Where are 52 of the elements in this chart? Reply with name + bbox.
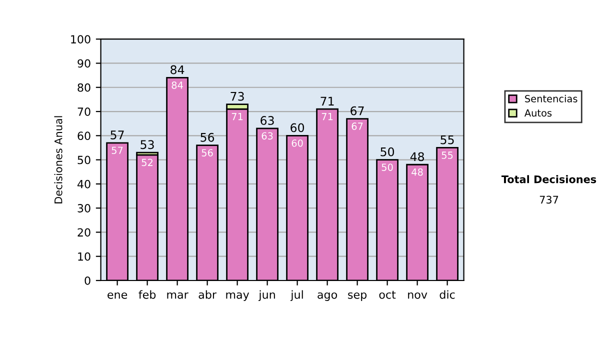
text: 737 xyxy=(540,196,558,204)
y-tick-label: 50 xyxy=(78,156,90,164)
total-label: 56 xyxy=(200,132,214,142)
data-label: 67 xyxy=(352,122,363,130)
data-label: 56 xyxy=(202,149,213,156)
data-label: 57 xyxy=(112,146,123,154)
x-tick-label: jun xyxy=(258,290,275,301)
data-label: 84 xyxy=(172,82,183,89)
x-tick-label: feb xyxy=(138,290,156,299)
y-tick-label: 80 xyxy=(78,83,90,92)
y-tick-label: 60 xyxy=(78,132,90,140)
y-tick-label: 90 xyxy=(78,59,90,68)
x-tick-label: dic xyxy=(440,290,455,299)
total-label: 63 xyxy=(260,116,274,125)
y-tick-label: 70 xyxy=(78,107,90,116)
text: Total Decisiones xyxy=(501,175,596,184)
total-label: 50 xyxy=(380,147,394,156)
total-label: 71 xyxy=(320,96,334,106)
legend-label: Autos xyxy=(524,109,552,117)
total-label: 57 xyxy=(110,130,124,140)
y-tick-label: 10 xyxy=(78,252,90,261)
total-label: 55 xyxy=(440,135,454,144)
y-tick-label: 100 xyxy=(71,35,90,44)
data-label: 48 xyxy=(412,168,423,176)
x-tick-label: abr xyxy=(198,290,217,299)
y-axis-title: Decisiones Anual xyxy=(54,116,62,204)
y-tick-label: 20 xyxy=(78,228,90,237)
x-tick-label: may xyxy=(226,292,250,301)
total-label: 67 xyxy=(350,106,364,116)
data-label: 71 xyxy=(322,113,333,120)
legend-label: Sentencias xyxy=(525,94,578,102)
x-tick-label: nov xyxy=(408,292,428,299)
data-label: 52 xyxy=(142,158,153,166)
x-tick-label: sep xyxy=(348,292,367,301)
x-tick-label: mar xyxy=(167,292,188,299)
x-tick-label: jul xyxy=(290,290,303,301)
data-label: 63 xyxy=(262,132,273,140)
x-tick-label: ago xyxy=(318,292,338,301)
total-label: 84 xyxy=(170,65,184,74)
total-label: 48 xyxy=(410,152,424,162)
y-tick-label: 0 xyxy=(84,276,90,285)
x-tick-label: oct xyxy=(379,290,396,299)
data-label: 71 xyxy=(232,113,243,120)
data-label: 55 xyxy=(442,152,453,159)
total-label: 60 xyxy=(290,123,304,132)
total-label: 73 xyxy=(230,92,244,101)
total-label: 53 xyxy=(140,140,154,150)
y-tick-label: 40 xyxy=(77,180,90,188)
x-tick-label: ene xyxy=(108,292,128,299)
y-tick-label: 30 xyxy=(78,204,90,212)
data-label: 50 xyxy=(382,164,393,171)
data-label: 60 xyxy=(292,139,303,147)
